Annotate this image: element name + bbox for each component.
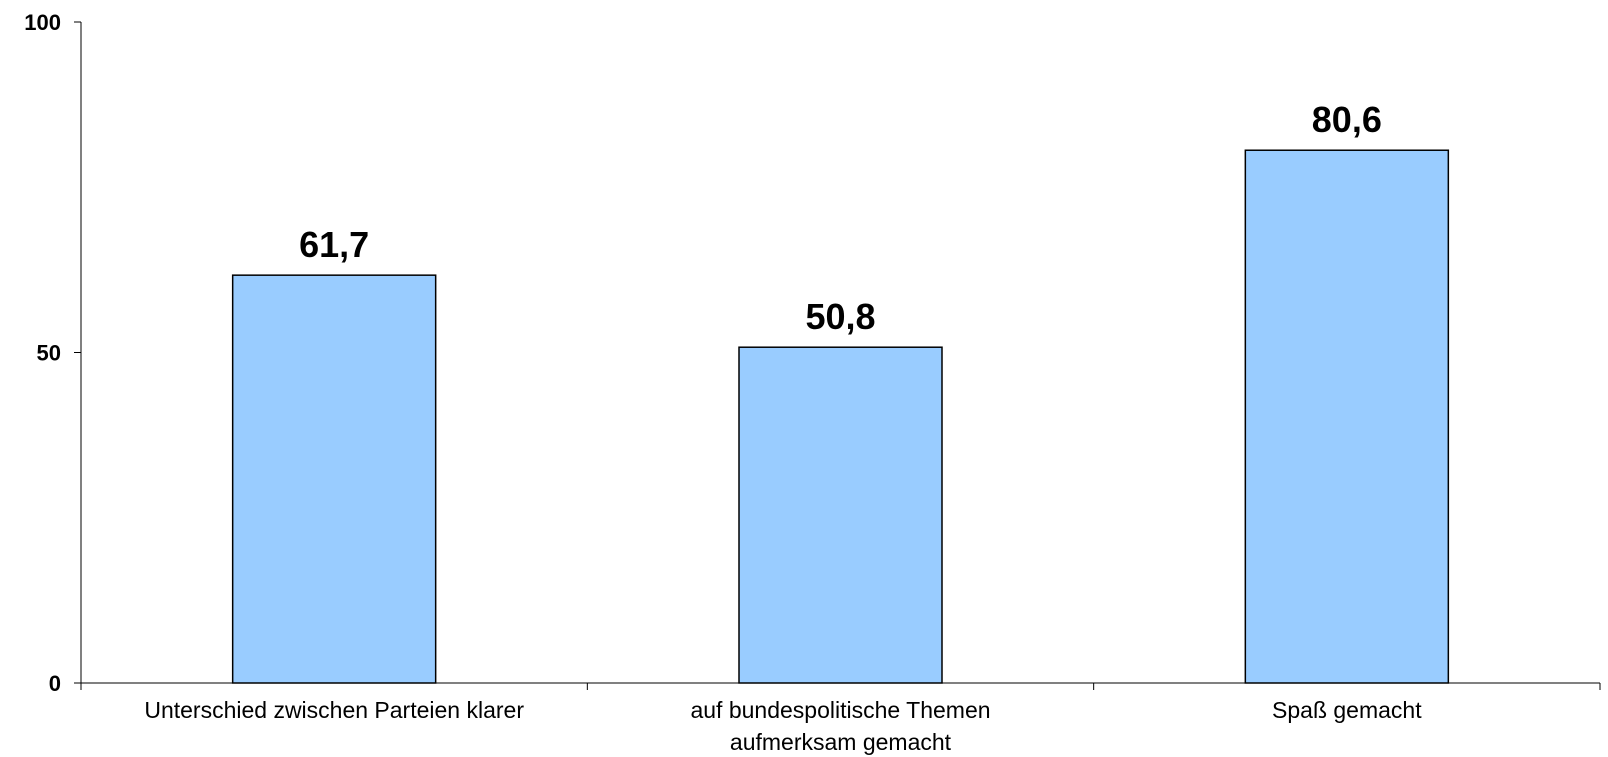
data-label: 80,6 bbox=[1312, 99, 1382, 140]
data-label: 61,7 bbox=[299, 224, 369, 265]
category-label: auf bundespolitische Themen bbox=[690, 697, 990, 723]
y-tick-label: 0 bbox=[49, 671, 61, 696]
category-label: Spaß gemacht bbox=[1272, 697, 1422, 723]
category-label: aufmerksam gemacht bbox=[730, 729, 952, 755]
y-tick-label: 100 bbox=[24, 10, 61, 35]
y-tick-label: 50 bbox=[37, 341, 61, 366]
labels: 0 50 100 61,7 Unterschied zwischen Parteien … bbox=[24, 10, 1422, 755]
category-label: Unterschied zwischen Parteien klarer bbox=[144, 697, 524, 723]
bar bbox=[1244, 149, 1450, 684]
bar bbox=[231, 274, 437, 684]
bars bbox=[231, 149, 1450, 684]
bar bbox=[738, 346, 943, 684]
data-label: 50,8 bbox=[805, 296, 875, 337]
